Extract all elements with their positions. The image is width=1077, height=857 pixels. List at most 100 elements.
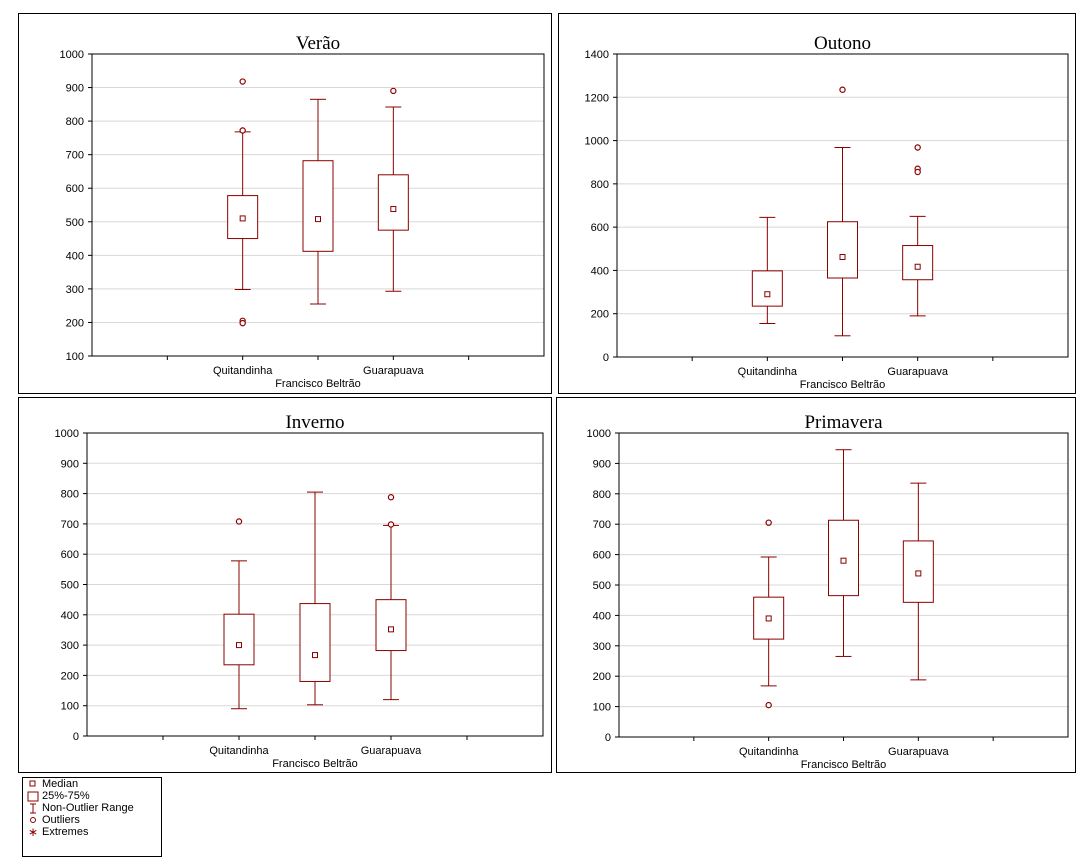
y-tick-label: 900 xyxy=(61,458,79,470)
outlier-point xyxy=(239,127,246,134)
legend-label-outlier: Outliers xyxy=(42,814,80,826)
y-tick-label: 300 xyxy=(66,284,84,296)
median-marker xyxy=(840,557,847,564)
y-tick-label: 600 xyxy=(61,549,79,561)
y-tick-label: 0 xyxy=(73,731,79,743)
median-marker xyxy=(239,215,246,222)
outlier-point xyxy=(914,144,921,151)
median-square-icon xyxy=(27,780,39,788)
box-1 xyxy=(223,518,255,710)
x-tick-label: Quitandinha xyxy=(739,746,799,758)
legend-item-whisker: Non-Outlier Range xyxy=(23,802,161,814)
y-tick-label: 600 xyxy=(591,222,609,234)
boxplot-outono: 0 200 400 600 800 1000 1200 1400 Quitandinha Guar… xyxy=(585,33,1069,391)
y-tick-label: 1000 xyxy=(587,428,611,440)
median-marker xyxy=(315,216,321,223)
median-marker xyxy=(312,652,318,659)
iqr-box xyxy=(902,245,934,281)
median-marker xyxy=(390,206,397,213)
outlier-point xyxy=(239,319,246,327)
y-tick-label: 300 xyxy=(61,640,79,652)
y-tick-label: 300 xyxy=(593,641,611,653)
iqr-box xyxy=(299,603,331,682)
chart-title: Primavera xyxy=(804,412,883,433)
iqr-box xyxy=(302,160,334,252)
y-tick-label: 0 xyxy=(605,732,611,744)
y-tick-label: 200 xyxy=(66,317,84,329)
box-2 xyxy=(828,449,859,657)
box-1 xyxy=(753,519,785,709)
box-2 xyxy=(302,98,334,305)
boxplot-primavera: 0 100 200 300 400 500 600 700 800 900 1000 Quitandi… xyxy=(587,412,1069,771)
chart-panel-outono: 0 200 400 600 800 1000 1200 1400 Quitandinha Guar… xyxy=(558,13,1076,394)
outlier-point xyxy=(235,518,243,525)
boxplot-verao: 100 200 300 400 500 600 700 800 900 1000 Quitandin… xyxy=(60,33,545,390)
median-marker xyxy=(388,626,394,633)
x-axis-label: Francisco Beltrão xyxy=(275,378,361,390)
chart-title: Verão xyxy=(296,33,340,54)
outlier-point xyxy=(239,78,246,85)
extreme-asterisk-icon: ∗ xyxy=(27,825,39,839)
x-axis-label: Francisco Beltrão xyxy=(272,758,358,770)
x-tick-label: Quitandinha xyxy=(209,745,269,757)
legend-label-median: Median xyxy=(42,778,79,790)
chart-panel-primavera: 0 100 200 300 400 500 600 700 800 900 1000 Quitandi… xyxy=(556,397,1076,773)
y-tick-label: 400 xyxy=(591,265,609,277)
y-tick-label: 100 xyxy=(66,351,84,363)
median-marker xyxy=(765,615,772,622)
box-1 xyxy=(227,78,259,327)
iqr-box xyxy=(223,613,255,666)
median-marker xyxy=(764,291,771,298)
x-axis-label: Francisco Beltrão xyxy=(801,759,887,771)
y-tick-label: 800 xyxy=(61,489,79,501)
y-tick-label: 700 xyxy=(66,150,84,162)
x-tick-label: Guarapuava xyxy=(887,366,948,378)
y-tick-label: 1000 xyxy=(55,428,79,440)
legend-item-outlier: Outliers xyxy=(23,814,161,826)
outlier-point xyxy=(839,86,846,93)
box-2 xyxy=(827,86,858,337)
outlier-circle-icon xyxy=(27,816,39,824)
y-tick-label: 600 xyxy=(66,183,84,195)
y-tick-label: 600 xyxy=(593,550,611,562)
y-tick-label: 1200 xyxy=(585,92,609,104)
median-marker xyxy=(236,642,242,649)
iqr-box xyxy=(377,174,409,231)
box-1 xyxy=(751,216,783,324)
box-2 xyxy=(299,491,331,706)
y-tick-label: 800 xyxy=(66,116,84,128)
y-tick-label: 700 xyxy=(593,519,611,531)
y-tick-label: 800 xyxy=(591,179,609,191)
x-axis-label: Francisco Beltrão xyxy=(800,379,886,391)
y-tick-label: 400 xyxy=(61,610,79,622)
chart-title: Outono xyxy=(814,33,871,54)
y-tick-label: 500 xyxy=(66,217,84,229)
y-tick-label: 800 xyxy=(593,489,611,501)
legend-label-box: 25%-75% xyxy=(42,790,90,802)
y-tick-label: 700 xyxy=(61,519,79,531)
y-tick-label: 400 xyxy=(66,250,84,262)
chart-title: Inverno xyxy=(285,412,344,433)
y-tick-label: 900 xyxy=(66,83,84,95)
x-tick-label: Quitandinha xyxy=(738,366,798,378)
y-tick-label: 400 xyxy=(593,610,611,622)
outlier-point xyxy=(765,701,772,709)
box-3 xyxy=(375,494,407,701)
chart-panel-verao: 100 200 300 400 500 600 700 800 900 1000 Quitandin… xyxy=(18,13,552,394)
x-tick-label: Guarapuava xyxy=(361,745,422,757)
y-tick-label: 900 xyxy=(593,458,611,470)
box-3 xyxy=(902,144,934,317)
iqr-box xyxy=(827,221,858,279)
iqr-box xyxy=(375,599,407,652)
y-tick-label: 200 xyxy=(61,670,79,682)
median-marker xyxy=(915,570,922,577)
y-tick-label: 500 xyxy=(593,580,611,592)
y-tick-label: 1000 xyxy=(585,136,609,148)
legend-item-extreme: ∗ Extremes xyxy=(23,826,161,838)
y-tick-label: 100 xyxy=(593,702,611,714)
outlier-point xyxy=(765,519,772,526)
outlier-point xyxy=(387,494,395,501)
x-tick-label: Guarapuava xyxy=(363,365,424,377)
y-tick-label: 1400 xyxy=(585,49,609,61)
x-tick-label: Quitandinha xyxy=(213,365,273,377)
